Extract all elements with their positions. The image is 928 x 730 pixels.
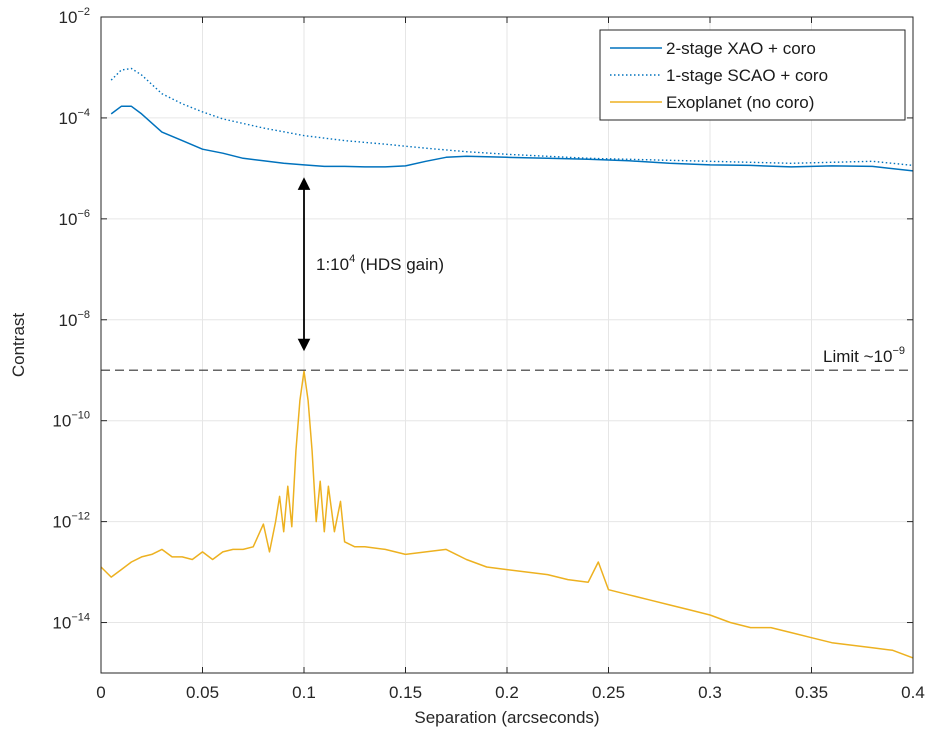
y-tick-label: 10−10 (52, 410, 90, 431)
x-axis-ticks: 0 0.05 0.1 0.15 0.2 0.25 0.3 0.35 0.4 (96, 17, 925, 702)
x-axis-label: Separation (arcseconds) (414, 708, 599, 727)
y-tick-label: 10−14 (52, 612, 90, 633)
legend-label: Exoplanet (no coro) (666, 93, 814, 112)
x-tick-label: 0.3 (698, 683, 722, 702)
x-tick-label: 0.15 (389, 683, 422, 702)
y-tick-label: 10−4 (59, 107, 90, 128)
x-tick-label: 0.4 (901, 683, 925, 702)
x-tick-label: 0.35 (795, 683, 828, 702)
x-tick-label: 0.2 (495, 683, 519, 702)
y-tick-label: 10−12 (52, 511, 90, 532)
limit-layer: Limit ~10−9 (101, 345, 913, 371)
y-tick-label: 10−8 (59, 309, 90, 330)
legend: 2-stage XAO + coro 1-stage SCAO + coro Exo… (599, 29, 906, 121)
legend-label: 2-stage XAO + coro (666, 39, 816, 58)
arrow-layer: 1:104 (HDS gain) (297, 177, 444, 352)
series-line-1 (110, 105, 913, 172)
y-axis-label: Contrast (9, 313, 28, 378)
y-tick-label: 10−6 (59, 208, 90, 229)
x-tick-label: 0 (96, 683, 105, 702)
x-tick-label: 0.05 (186, 683, 219, 702)
series-layer (101, 67, 913, 659)
y-axis-ticks: 10−2 10−4 10−6 10−8 10−10 10−12 10−14 (52, 6, 913, 633)
series-line-2 (110, 67, 913, 167)
x-tick-label: 0.25 (592, 683, 625, 702)
legend-label: 1-stage SCAO + coro (666, 66, 828, 85)
series-line-3 (101, 370, 913, 659)
x-tick-label: 0.1 (292, 683, 316, 702)
hds-gain-label: 1:104 (HDS gain) (316, 253, 444, 274)
limit-label: Limit ~10−9 (823, 345, 905, 366)
y-tick-label: 10−2 (59, 6, 90, 27)
